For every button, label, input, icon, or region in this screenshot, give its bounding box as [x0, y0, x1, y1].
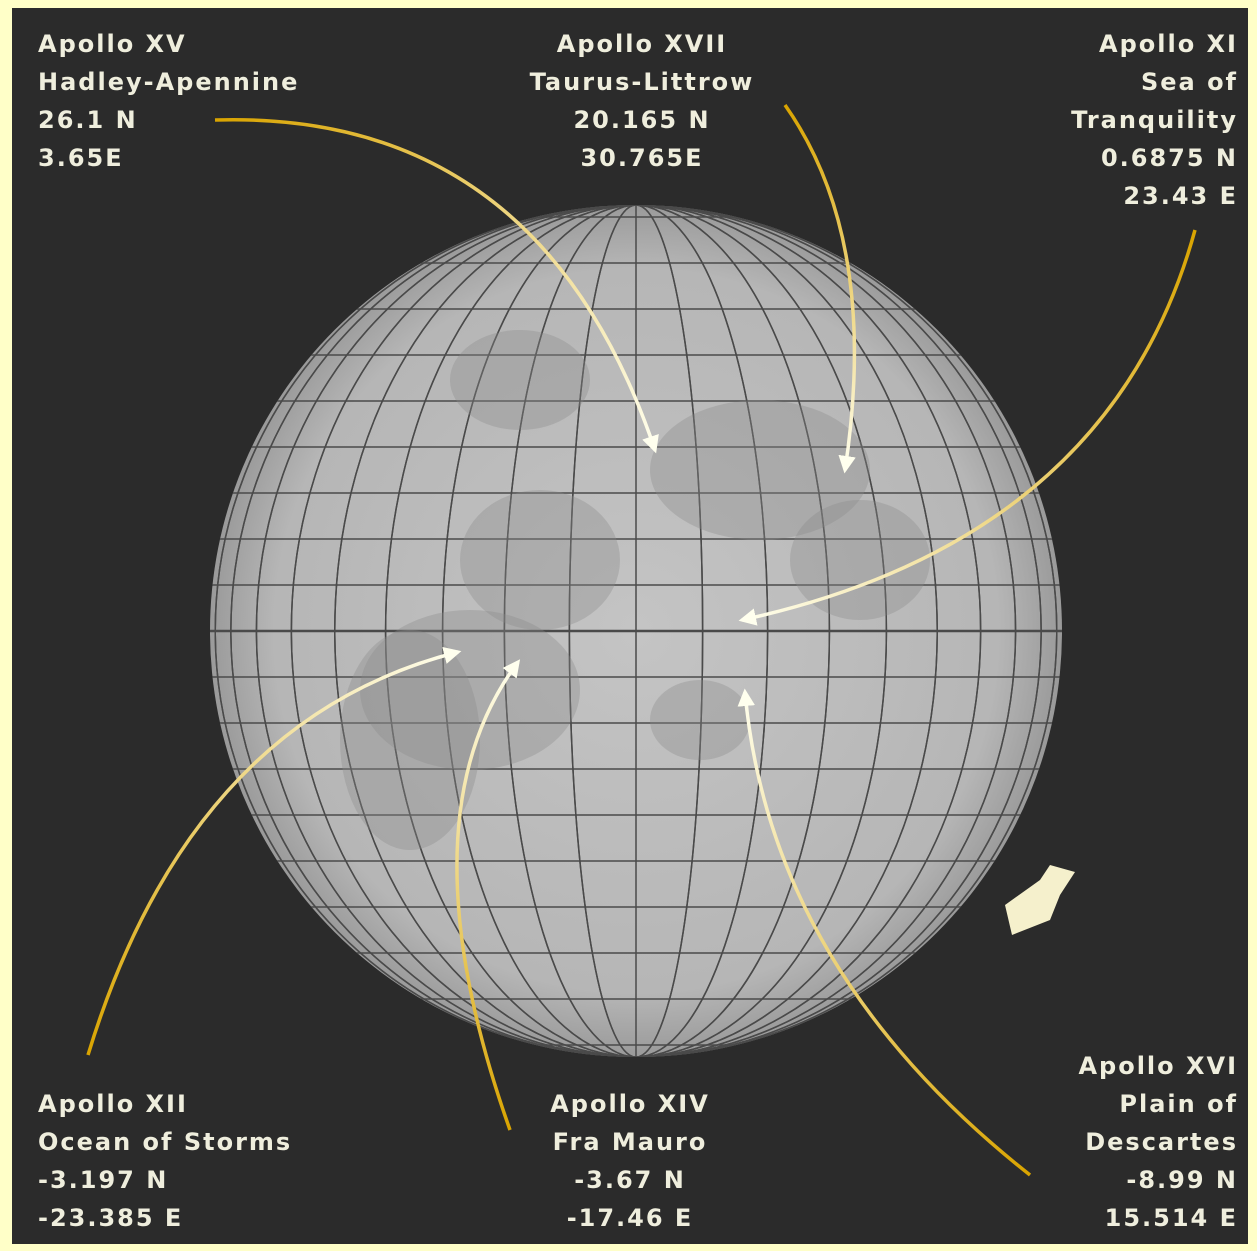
arrows: [86, 103, 1197, 1177]
site-name: Taurus-Littrow: [530, 68, 755, 96]
mission-name: Apollo XVI: [1078, 1052, 1238, 1080]
longitude: 30.765E: [580, 144, 703, 172]
mare: [450, 330, 590, 430]
site-label: Apollo XIV Fra Mauro -3.67 N -17.46 E: [550, 1090, 710, 1232]
site-label: Apollo XII Ocean of Storms -3.197 N -23.385…: [38, 1090, 292, 1232]
pointer-arrow: [455, 659, 521, 1131]
mission-name: Apollo XVII: [557, 30, 727, 58]
meridian: [568, 205, 704, 1057]
meridian: [290, 205, 982, 1057]
latitude: 20.165 N: [573, 106, 710, 134]
longitude: 15.514 E: [1105, 1204, 1238, 1232]
site-label: Apollo XV Hadley-Apennine 26.1 N 3.65E: [38, 30, 299, 172]
longitude: 3.65E: [38, 144, 124, 172]
meridian: [441, 205, 831, 1057]
latitude: -3.67 N: [574, 1166, 686, 1194]
site-label: Apollo XVI Plain of Descartes -8.99 N 15.514…: [1078, 1052, 1238, 1232]
mission-name: Apollo XIV: [550, 1090, 710, 1118]
meridian: [503, 205, 769, 1057]
pointer-arrow: [738, 229, 1197, 626]
longitude: -23.385 E: [38, 1204, 183, 1232]
mare: [650, 680, 750, 760]
latitude: 0.6875 N: [1101, 144, 1238, 172]
longitude: -17.46 E: [567, 1204, 694, 1232]
site-label: Apollo XVII Taurus-Littrow 20.165 N 30.765E: [530, 30, 755, 172]
site-name: Sea of: [1141, 68, 1238, 96]
spacecraft: [1005, 865, 1075, 935]
meridian: [255, 205, 1017, 1057]
meridian: [334, 205, 938, 1057]
mare: [460, 490, 620, 630]
meridian: [230, 205, 1042, 1057]
mare: [650, 400, 870, 540]
pointer-arrow: [783, 103, 857, 474]
site-label: Apollo XI Sea of Tranquility 0.6875 N 23.43 …: [1071, 30, 1238, 210]
latitude: 26.1 N: [38, 106, 138, 134]
pointer-arrow: [214, 117, 659, 454]
site-name: Fra Mauro: [553, 1128, 708, 1156]
meridian: [384, 205, 888, 1057]
site-name: Plain of: [1119, 1090, 1238, 1118]
pointer-arrow: [86, 646, 462, 1056]
site-name: Tranquility: [1071, 106, 1238, 134]
site-name: Ocean of Storms: [38, 1128, 292, 1156]
mare: [340, 630, 480, 850]
meridian: [214, 205, 1058, 1057]
longitude: 23.43 E: [1123, 182, 1238, 210]
pointer-arrow: [737, 688, 1032, 1177]
site-name: Hadley-Apennine: [38, 68, 299, 96]
site-name: Descartes: [1085, 1128, 1238, 1156]
mission-name: Apollo XI: [1099, 30, 1238, 58]
latitude: -3.197 N: [38, 1166, 168, 1194]
mare: [790, 500, 930, 620]
mare: [360, 610, 580, 770]
mission-name: Apollo XII: [38, 1090, 188, 1118]
mission-name: Apollo XV: [38, 30, 187, 58]
latitude: -8.99 N: [1126, 1166, 1238, 1194]
